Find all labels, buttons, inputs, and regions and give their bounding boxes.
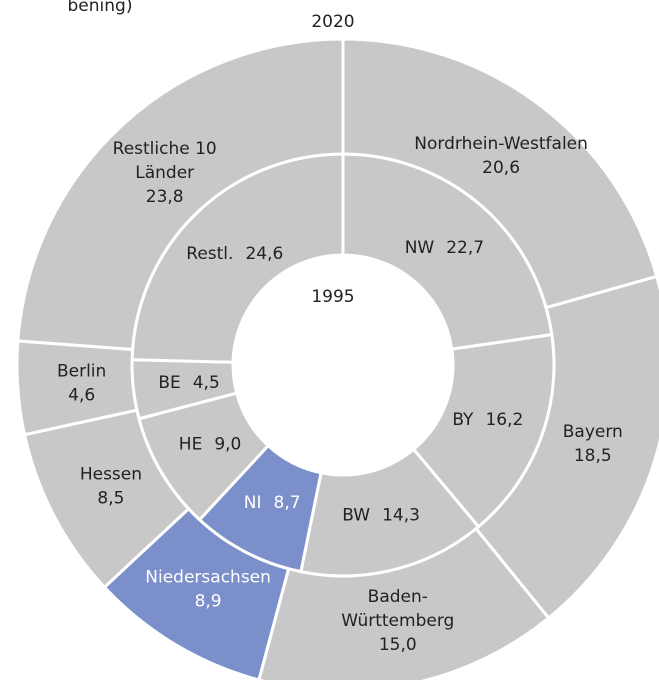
category-line: Restliche 10 [113, 139, 217, 159]
category-line: Berlin [57, 362, 106, 382]
category-label: BE [158, 373, 180, 393]
category-label: NW [405, 238, 435, 258]
category-line: Baden- [368, 587, 428, 607]
category-line: Hessen [80, 465, 142, 485]
category-line: Bayern [563, 422, 623, 442]
segment [341, 37, 659, 310]
segment-label: BY 16,2 [452, 410, 523, 430]
value-label: 4,6 [68, 386, 95, 406]
category-label: BY [452, 410, 474, 430]
segment-label: NI 8,7 [244, 493, 301, 513]
category-label: Niedersachsen [145, 568, 271, 588]
category-line: Nordrhein-Westfalen [414, 134, 588, 154]
category-label: Hessen [80, 465, 142, 485]
value-label: 15,0 [379, 635, 417, 655]
category-label: HE [179, 435, 203, 455]
category-line: Württemberg [341, 611, 454, 631]
value-label: 22,7 [446, 238, 484, 258]
segment [257, 526, 551, 680]
segment-label: Restl. 24,6 [186, 244, 283, 264]
value-label: 8,9 [195, 592, 222, 612]
value-label: 23,8 [146, 187, 184, 207]
category-label: Baden- Württemberg [341, 587, 454, 631]
category-label: Restl. [186, 244, 233, 264]
segment-label: NW 22,7 [405, 238, 484, 258]
value-label: 9,0 [214, 435, 241, 455]
value-label: 16,2 [485, 410, 523, 430]
category-label: NI [244, 493, 262, 513]
value-label: 8,5 [97, 489, 124, 509]
segment-label: BW 14,3 [342, 505, 420, 525]
note: bening) [68, 0, 133, 16]
segment-label: BE 4,5 [158, 373, 219, 393]
category-line: Niedersachsen [145, 568, 271, 588]
value-label: 18,5 [574, 446, 612, 466]
category-label: Restliche 10 Länder [113, 139, 217, 183]
value-label: 8,7 [274, 493, 301, 513]
segment [473, 274, 659, 621]
value-label: 20,6 [482, 158, 520, 178]
segment-label: HE 9,0 [179, 435, 242, 455]
category-label: Nordrhein-Westfalen [414, 134, 588, 154]
inner-ring-title: 1995 [311, 287, 354, 307]
category-label: BW [342, 505, 370, 525]
category-line: Länder [135, 163, 194, 183]
value-label: 4,5 [193, 373, 220, 393]
category-label: Berlin [57, 362, 106, 382]
outer-ring-title: 2020 [311, 12, 354, 32]
category-label: Bayern [563, 422, 623, 442]
value-label: 24,6 [245, 244, 283, 264]
value-label: 14,3 [382, 505, 420, 525]
segment [16, 37, 345, 352]
